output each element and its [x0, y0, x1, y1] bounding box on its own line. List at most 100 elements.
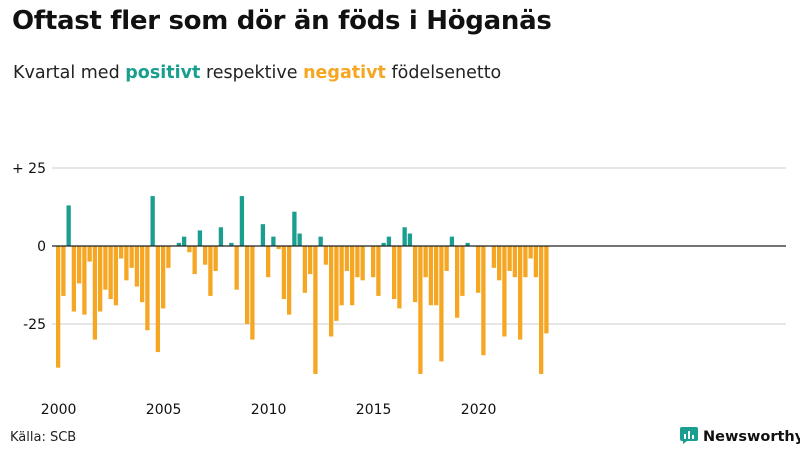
chart-title: Oftast fler som dör än föds i Höganäs [12, 6, 552, 36]
bar-2006-q3 [192, 246, 197, 275]
bar-2001-q2 [82, 246, 87, 315]
y-tick-label: + 25 [12, 161, 46, 177]
bar-2005-q2 [166, 246, 171, 268]
x-tick-label: 2020 [461, 402, 497, 418]
bar-2015-q1 [371, 246, 376, 278]
bar-2022-q2 [523, 246, 528, 278]
bar-2021-q4 [512, 246, 518, 278]
bar-2007-q4 [218, 227, 224, 246]
bar-2020-q4 [491, 246, 497, 268]
bar-2013-q3 [339, 246, 344, 306]
bar-2012-q2 [313, 246, 318, 374]
bar-2003-q2 [124, 246, 129, 281]
bar-2022-q3 [528, 246, 533, 259]
bar-2002-q3 [108, 246, 113, 300]
bar-2007-q1 [203, 246, 208, 265]
bar-2010-q3 [276, 246, 281, 250]
bar-2020-q2 [481, 246, 486, 356]
bar-2006-q2 [187, 246, 192, 253]
bar-2005-q1 [161, 246, 166, 309]
bar-2019-q2 [460, 246, 465, 296]
bar-2000-q4 [71, 246, 77, 312]
bar-2014-q1 [350, 246, 355, 306]
bar-2016-q2 [397, 246, 402, 309]
subtitle-suffix: födelsenetto [391, 63, 502, 83]
bars [56, 196, 549, 374]
brand-name: Newsworthy [703, 429, 800, 445]
bar-2017-q4 [428, 246, 434, 306]
bar-2004-q1 [140, 246, 145, 303]
bar-2012-q4 [323, 246, 329, 265]
bar-2010-q2 [271, 236, 276, 246]
bar-2006-q4 [197, 230, 203, 246]
bar-2002-q1 [98, 246, 103, 312]
bar-2004-q4 [155, 246, 161, 353]
bar-2009-q2 [250, 246, 255, 340]
y-axis-ticks: + 25 0 -25 [12, 161, 46, 333]
bar-2012-q1 [308, 246, 313, 275]
y-tick-label: 0 [37, 239, 46, 255]
bar-2011-q2 [292, 211, 297, 246]
bar-2009-q4 [260, 224, 266, 246]
bar-2004-q3 [150, 196, 155, 246]
bar-2016-q4 [407, 233, 413, 246]
bar-2021-q1 [497, 246, 502, 281]
bar-2014-q2 [355, 246, 360, 278]
bar-2018-q1 [434, 246, 439, 306]
bar-2014-q3 [360, 246, 365, 281]
bar-2010-q1 [266, 246, 271, 278]
subtitle-prefix: Kvartal med [13, 63, 120, 83]
bar-2001-q1 [77, 246, 82, 284]
bar-2004-q2 [145, 246, 150, 331]
bar-2022-q1 [518, 246, 523, 340]
newsworthy-logo-icon [680, 426, 698, 448]
bar-2019-q1 [455, 246, 460, 318]
bar-2015-q4 [386, 236, 392, 246]
bar-2016-q3 [402, 227, 407, 246]
bar-2010-q4 [281, 246, 287, 300]
bar-2008-q3 [234, 246, 239, 290]
bar-2003-q4 [134, 246, 140, 287]
bar-2000-q1 [56, 246, 61, 368]
bar-2002-q4 [113, 246, 119, 306]
x-tick-label: 2015 [356, 402, 392, 418]
bar-2018-q3 [444, 246, 449, 271]
x-tick-label: 2000 [41, 402, 77, 418]
bar-2017-q1 [413, 246, 418, 303]
bar-2013-q2 [334, 246, 339, 321]
bar-2006-q1 [182, 236, 187, 246]
bar-2012-q3 [318, 236, 323, 246]
bar-2023-q1 [539, 246, 544, 374]
x-axis-ticks: 2000 2005 2010 2015 2020 [41, 402, 497, 418]
bar-2005-q4 [176, 242, 182, 246]
bar-2020-q1 [476, 246, 481, 293]
bar-2000-q3 [66, 205, 71, 246]
bar-2002-q2 [103, 246, 108, 290]
subtitle-positive-word: positivt [125, 63, 201, 83]
bar-2011-q4 [302, 246, 308, 293]
source-note: Källa: SCB [10, 430, 77, 445]
bar-2023-q2 [544, 246, 549, 334]
bar-2019-q3 [465, 242, 470, 246]
bar-2017-q3 [423, 246, 428, 278]
bar-2011-q1 [287, 246, 292, 315]
y-tick-label: -25 [23, 317, 46, 333]
bar-2008-q4 [239, 196, 245, 246]
x-tick-label: 2010 [251, 402, 287, 418]
bar-2017-q2 [418, 246, 423, 374]
bar-2001-q4 [92, 246, 98, 340]
bar-2022-q4 [533, 246, 539, 278]
bar-2003-q3 [129, 246, 134, 268]
bar-2003-q1 [119, 246, 124, 259]
chart-subtitle: Kvartal med positivt respektive negativt… [13, 63, 501, 83]
bar-2001-q3 [87, 246, 92, 262]
bar-2016-q1 [392, 246, 397, 300]
bar-2011-q3 [297, 233, 302, 246]
bar-2013-q1 [329, 246, 334, 337]
bar-2018-q2 [439, 246, 444, 362]
bar-2007-q3 [213, 246, 218, 271]
subtitle-middle: respektive [205, 63, 298, 83]
bar-2007-q2 [208, 246, 213, 296]
bar-2008-q2 [229, 242, 234, 246]
